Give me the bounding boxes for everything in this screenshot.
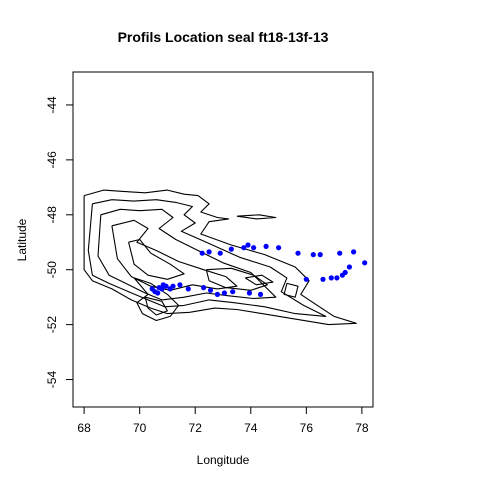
contour-line-10: [283, 282, 299, 298]
contour-line-9: [244, 274, 274, 286]
chart-title: Profils Location seal ft18-13f-13: [118, 29, 329, 45]
contour-line-6: [144, 296, 168, 316]
data-point: [303, 276, 309, 282]
data-point: [170, 283, 176, 289]
data-point: [201, 285, 207, 291]
data-point: [163, 283, 169, 289]
data-point: [342, 269, 348, 276]
x-tick-label: 78: [355, 421, 369, 435]
data-point: [185, 286, 191, 292]
contour-line-7: [205, 267, 268, 291]
contour-line-2: [97, 208, 277, 301]
contour-line-4: [128, 238, 185, 280]
data-point: [206, 249, 212, 255]
y-tick-label: -52: [45, 316, 59, 334]
y-axis-label: Latitude: [15, 218, 29, 261]
y-axis: -54 -52 -50 -48 -46 -44: [45, 96, 74, 389]
data-point: [221, 290, 227, 296]
data-point: [230, 289, 236, 295]
y-tick-label: -50: [45, 261, 59, 279]
data-point: [276, 245, 282, 251]
y-tick-label: -54: [45, 371, 59, 389]
data-point: [251, 245, 257, 251]
x-axis-label: Longitude: [197, 453, 250, 467]
data-point: [346, 264, 352, 270]
x-tick-label: 70: [133, 421, 147, 435]
data-point: [159, 286, 165, 292]
data-point: [351, 249, 357, 255]
x-tick-label: 74: [244, 421, 258, 435]
data-point: [214, 291, 220, 297]
y-tick-label: -48: [45, 206, 59, 224]
x-tick-label: 76: [300, 421, 314, 435]
data-point: [245, 242, 251, 248]
x-axis: 68 70 72 74 76 78: [77, 406, 369, 435]
data-point: [337, 250, 343, 256]
profile-points: [149, 242, 368, 297]
data-point: [228, 246, 234, 252]
data-point: [199, 250, 205, 256]
data-point: [295, 250, 301, 256]
data-point: [263, 243, 269, 249]
x-tick-label: 72: [189, 421, 203, 435]
data-point: [177, 282, 183, 288]
x-tick-label: 68: [77, 421, 91, 435]
plot-frame: [72, 71, 374, 408]
data-point: [317, 252, 323, 258]
data-point: [362, 260, 368, 266]
data-point: [320, 276, 326, 282]
data-point: [246, 290, 252, 296]
data-point: [241, 245, 247, 251]
contour-line-8: [236, 214, 277, 220]
data-point: [217, 250, 223, 256]
contour-line-0: [83, 189, 357, 326]
y-tick-label: -44: [45, 96, 59, 114]
data-point: [310, 252, 316, 258]
contour-line-1: [87, 199, 327, 317]
bathymetry-contours: [83, 189, 357, 326]
data-point: [328, 275, 334, 281]
y-tick-label: -46: [45, 151, 59, 169]
data-point: [257, 291, 264, 297]
data-point: [155, 290, 161, 296]
contour-line-3: [111, 219, 238, 291]
data-point: [207, 287, 214, 293]
data-point: [334, 275, 340, 281]
